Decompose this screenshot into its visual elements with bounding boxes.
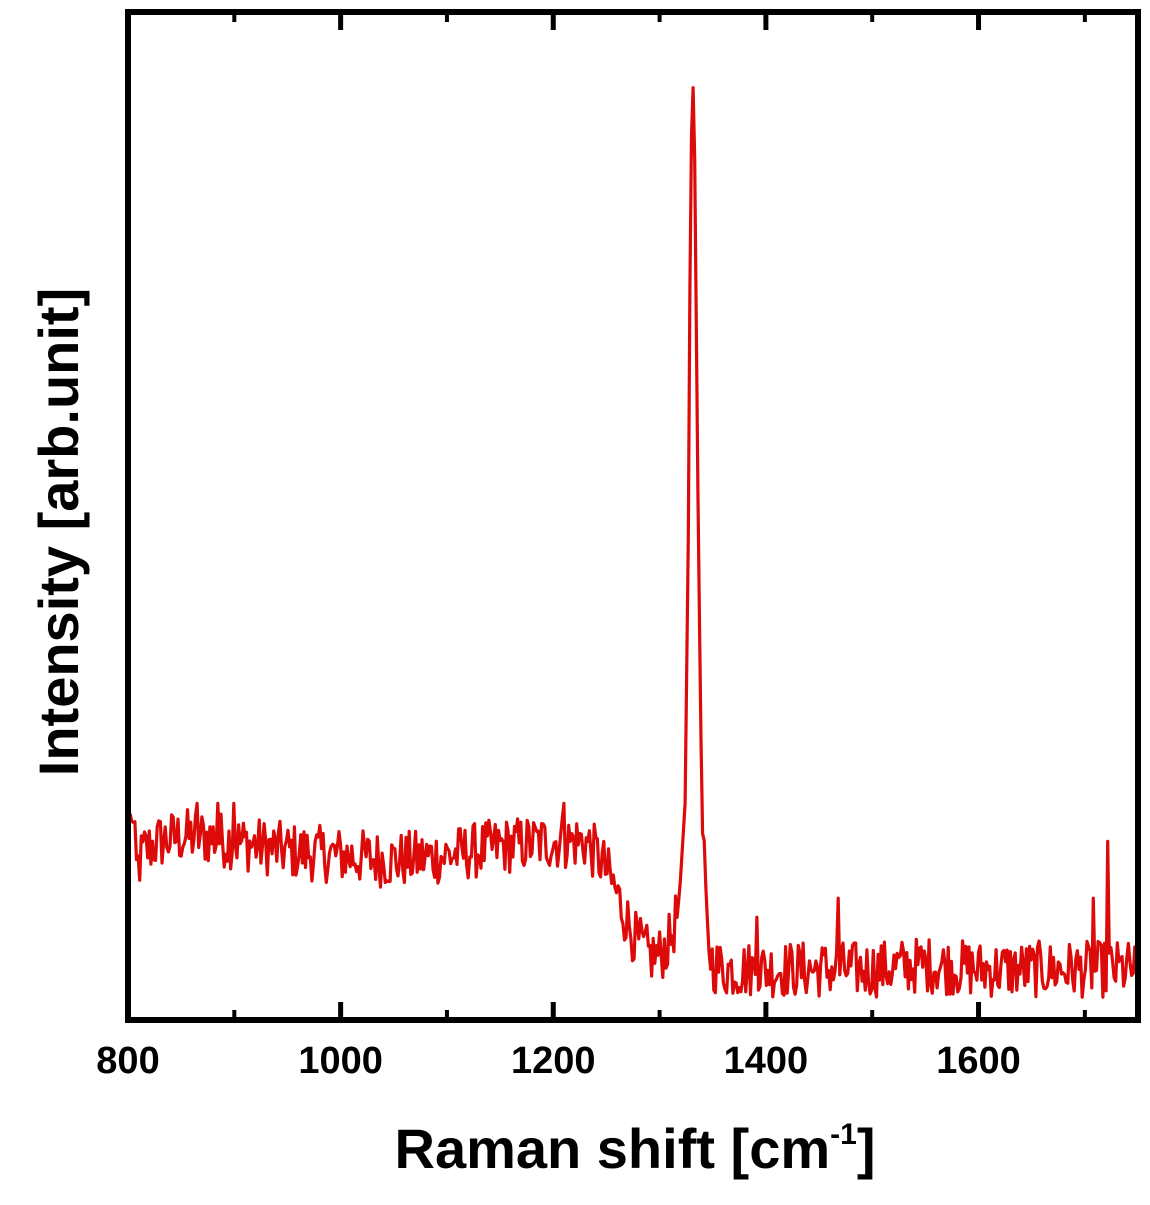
x-axis-title-sup: -1	[830, 1118, 857, 1151]
y-axis-title: Intensity [arb.unit]	[27, 288, 90, 776]
plot-frame	[125, 9, 1141, 1023]
x-tick-label: 1600	[936, 1040, 1021, 1082]
spectrum-line	[128, 86, 1138, 999]
x-axis-title-main: Raman shift [cm	[395, 1117, 831, 1180]
x-tick-label: 1400	[724, 1040, 809, 1082]
plot-area	[128, 86, 1138, 999]
x-tick-label: 800	[96, 1040, 159, 1082]
x-axis-title-close: ]	[857, 1117, 876, 1180]
x-tick-label: 1200	[511, 1040, 596, 1082]
x-axis-title: Raman shift [cm-1]	[395, 1117, 876, 1180]
x-tick-label: 1000	[298, 1040, 383, 1082]
x-axis-tick-labels: 800 1000 1200 1400 1600	[96, 1040, 1021, 1082]
